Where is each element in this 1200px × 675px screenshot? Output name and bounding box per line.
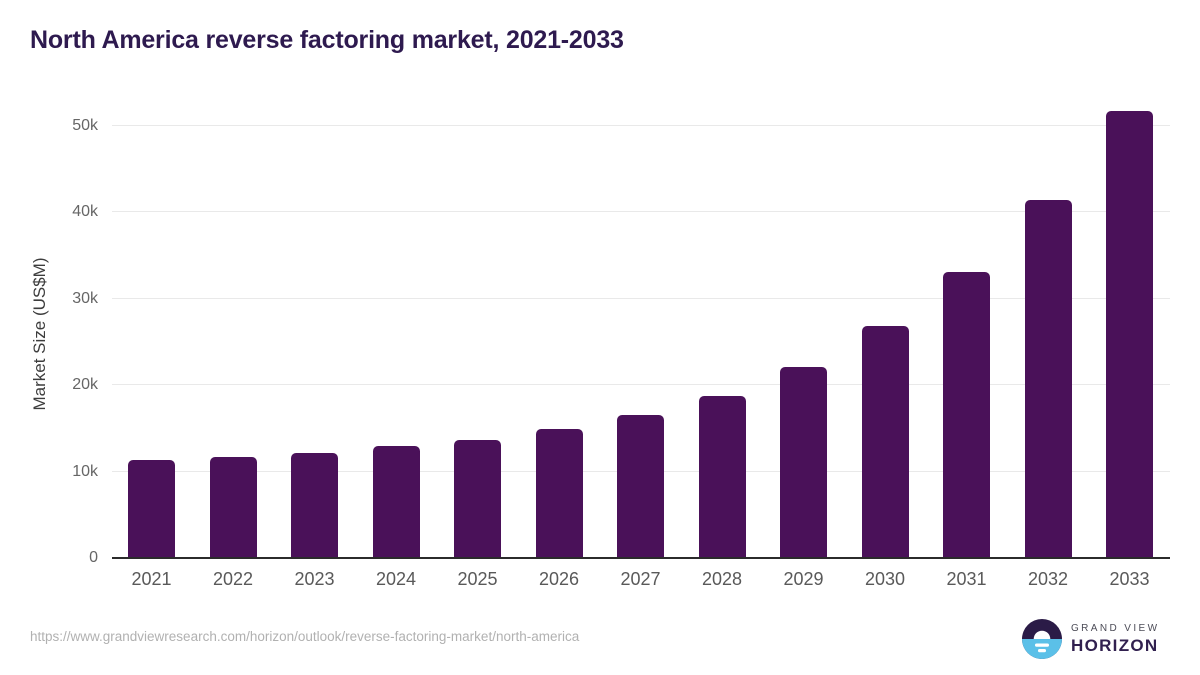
gridline-50k bbox=[112, 124, 1170, 126]
chart-title: North America reverse factoring market, … bbox=[30, 26, 624, 54]
bar-2023 bbox=[291, 452, 338, 558]
bar-2033 bbox=[1106, 110, 1153, 558]
horizon-sun-icon bbox=[1022, 619, 1062, 659]
x-axis-line bbox=[112, 557, 1170, 559]
bar-2025 bbox=[454, 439, 501, 558]
bar-2024 bbox=[372, 446, 420, 558]
x-tick-label-2032: 2032 bbox=[1027, 569, 1069, 589]
x-tick-label-2023: 2023 bbox=[294, 569, 335, 589]
y-tick-label-0: 0 bbox=[89, 549, 98, 566]
logo-text: GRAND VIEW HORIZON bbox=[1071, 623, 1159, 656]
x-tick-label-2021: 2021 bbox=[131, 569, 172, 589]
y-tick-label-20k: 20k bbox=[72, 376, 98, 394]
x-tick-label-2027: 2027 bbox=[620, 569, 661, 589]
x-tick-label-2033: 2033 bbox=[1109, 569, 1150, 589]
bar-2028 bbox=[698, 396, 746, 558]
y-tick-label-10k: 10k bbox=[72, 462, 98, 480]
x-tick-label-2029: 2029 bbox=[783, 569, 824, 589]
x-tick-label-2031: 2031 bbox=[946, 569, 987, 589]
gridline-40k bbox=[112, 211, 1170, 213]
y-tick-label-50k: 50k bbox=[72, 116, 98, 134]
x-tick-label-2028: 2028 bbox=[701, 569, 743, 589]
bar-2022 bbox=[209, 456, 257, 558]
bar-2032 bbox=[1024, 199, 1072, 558]
x-tick-label-2030: 2030 bbox=[864, 569, 906, 589]
bar-2026 bbox=[535, 429, 583, 558]
gridline-30k bbox=[112, 297, 1170, 299]
source-url: https://www.grandviewresearch.com/horizo… bbox=[30, 629, 580, 644]
bar-2029 bbox=[780, 366, 827, 558]
y-tick-label-30k: 30k bbox=[72, 289, 98, 307]
y-axis-tick-labels: 0 10k 20k 30k 40k 50k bbox=[0, 110, 98, 566]
x-tick-label-2022: 2022 bbox=[212, 569, 254, 589]
bar-2030 bbox=[861, 326, 909, 558]
x-axis-tick-labels: 2021 2022 2023 2024 2025 2026 2027 2028 2029 2030… bbox=[112, 560, 1170, 594]
y-tick-label-40k: 40k bbox=[72, 203, 98, 221]
grand-view-horizon-logo: GRAND VIEW HORIZON bbox=[1022, 619, 1159, 659]
logo-text-horizon: HORIZON bbox=[1071, 635, 1159, 655]
bar-2031 bbox=[943, 271, 990, 558]
x-tick-label-2026: 2026 bbox=[538, 569, 580, 589]
plot-area bbox=[112, 110, 1170, 559]
bar-2021 bbox=[128, 460, 175, 558]
x-tick-label-2025: 2025 bbox=[457, 569, 498, 589]
logo-text-grand-view: GRAND VIEW bbox=[1071, 622, 1160, 634]
gridline-20k bbox=[112, 384, 1170, 386]
bar-2027 bbox=[617, 415, 664, 558]
x-tick-label-2024: 2024 bbox=[375, 569, 417, 589]
